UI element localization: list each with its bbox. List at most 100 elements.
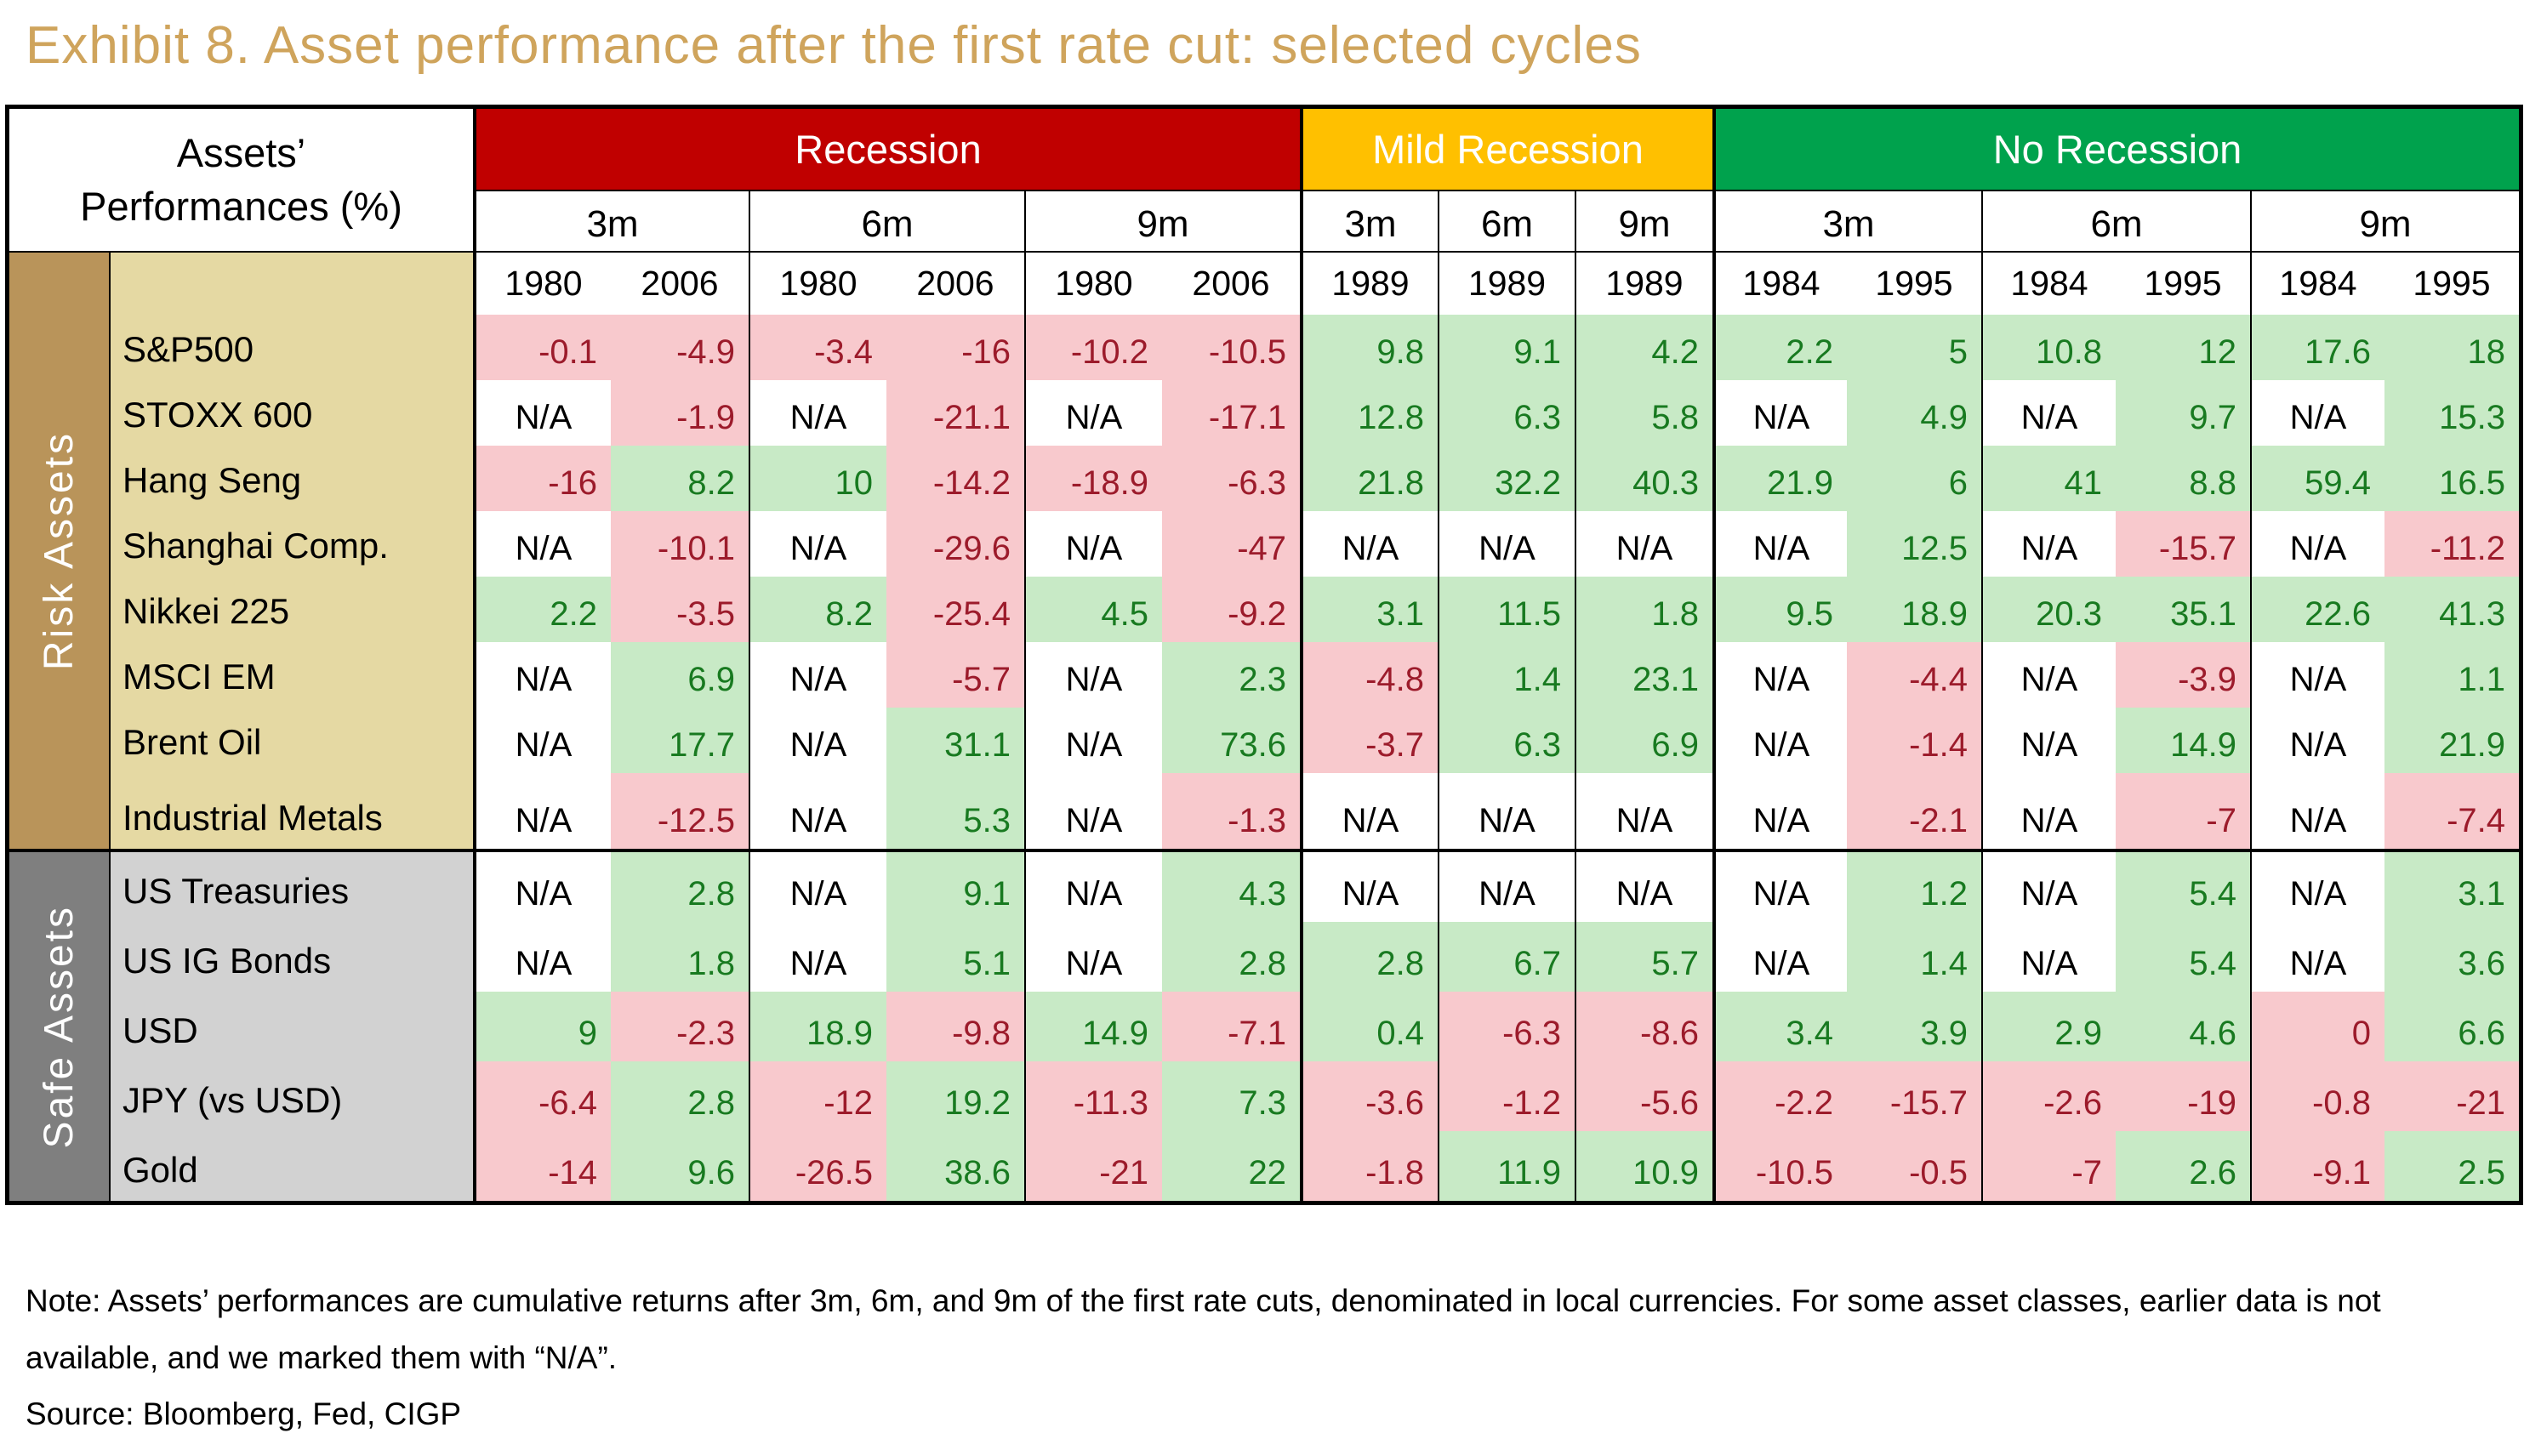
value-cell: 6.6 — [2384, 992, 2519, 1061]
value-cell: 4.9 — [1847, 380, 1981, 446]
value-cell: 18.9 — [749, 992, 886, 1061]
section-band-risk-assets: Risk Assets — [9, 253, 109, 852]
value-cell: -11.2 — [2384, 511, 2519, 577]
value-cell: 6.3 — [1438, 380, 1575, 446]
value-cell: 2.6 — [2116, 1131, 2250, 1201]
value-cell: 1.4 — [1847, 922, 1981, 992]
value-cell: -25.4 — [886, 577, 1024, 642]
value-cell: 9.7 — [2116, 380, 2250, 446]
value-cell: 41 — [1981, 446, 2116, 511]
period-header-recession-9m: 9m — [1024, 191, 1300, 253]
value-cell: 32.2 — [1438, 446, 1575, 511]
value-cell: N/A — [473, 773, 611, 852]
value-cell: N/A — [1712, 511, 1847, 577]
value-cell: 6.7 — [1438, 922, 1575, 992]
value-cell: 16.5 — [2384, 446, 2519, 511]
asset-label-industrial-metals: Industrial Metals — [109, 773, 473, 852]
value-cell: N/A — [1981, 511, 2116, 577]
value-cell: 5.7 — [1575, 922, 1712, 992]
value-cell: 1.2 — [1847, 852, 1981, 922]
value-cell: N/A — [749, 511, 886, 577]
year-header: 1980 — [473, 253, 611, 315]
value-cell: 12.8 — [1300, 380, 1438, 446]
value-cell: 4.5 — [1024, 577, 1162, 642]
value-cell: 38.6 — [886, 1131, 1024, 1201]
value-cell: -10.5 — [1712, 1131, 1847, 1201]
value-cell: 12 — [2116, 315, 2250, 380]
period-header-mild-recession-6m: 6m — [1438, 191, 1575, 253]
value-cell: 9 — [473, 992, 611, 1061]
value-cell: N/A — [749, 642, 886, 708]
value-cell: N/A — [1981, 642, 2116, 708]
value-cell: N/A — [1981, 922, 2116, 992]
value-cell: N/A — [1981, 852, 2116, 922]
value-cell: N/A — [473, 642, 611, 708]
value-cell: 4.6 — [2116, 992, 2250, 1061]
value-cell: -1.8 — [1300, 1131, 1438, 1201]
value-cell: -10.1 — [611, 511, 749, 577]
value-cell: -3.5 — [611, 577, 749, 642]
value-cell: N/A — [1024, 380, 1162, 446]
value-cell: -8.6 — [1575, 992, 1712, 1061]
value-cell: 20.3 — [1981, 577, 2116, 642]
value-cell: 21.8 — [1300, 446, 1438, 511]
value-cell: 22.6 — [2250, 577, 2384, 642]
value-cell: 18.9 — [1847, 577, 1981, 642]
value-cell: 5.4 — [2116, 852, 2250, 922]
value-cell: N/A — [2250, 708, 2384, 773]
value-cell: N/A — [2250, 380, 2384, 446]
value-cell: -9.2 — [1162, 577, 1300, 642]
value-cell: N/A — [749, 852, 886, 922]
value-cell: 9.1 — [886, 852, 1024, 922]
corner-label: Assets’ Performances (%) — [9, 109, 473, 253]
value-cell: 21.9 — [2384, 708, 2519, 773]
year-header: 1989 — [1575, 253, 1712, 315]
value-cell: -1.3 — [1162, 773, 1300, 852]
value-cell: 14.9 — [1024, 992, 1162, 1061]
value-cell: 9.1 — [1438, 315, 1575, 380]
year-header: 1989 — [1300, 253, 1438, 315]
year-header: 2006 — [611, 253, 749, 315]
asset-label-shanghai-comp: Shanghai Comp. — [109, 511, 473, 577]
corner-line-1: Assets’ — [176, 130, 306, 176]
value-cell: 59.4 — [2250, 446, 2384, 511]
value-cell: -1.9 — [611, 380, 749, 446]
value-cell: -6.3 — [1438, 992, 1575, 1061]
year-header: 2006 — [1162, 253, 1300, 315]
value-cell: N/A — [749, 708, 886, 773]
value-cell: -14.2 — [886, 446, 1024, 511]
value-cell: 2.9 — [1981, 992, 2116, 1061]
value-cell: N/A — [1024, 852, 1162, 922]
period-header-mild-recession-9m: 9m — [1575, 191, 1712, 253]
value-cell: -14 — [473, 1131, 611, 1201]
value-cell: 0.4 — [1300, 992, 1438, 1061]
value-cell: -18.9 — [1024, 446, 1162, 511]
asset-label-jpy-vs-usd: JPY (vs USD) — [109, 1061, 473, 1131]
value-cell: 31.1 — [886, 708, 1024, 773]
value-cell: 4.3 — [1162, 852, 1300, 922]
value-cell: 8.2 — [749, 577, 886, 642]
asset-label-gold: Gold — [109, 1131, 473, 1201]
value-cell: N/A — [2250, 642, 2384, 708]
value-cell: N/A — [749, 773, 886, 852]
value-cell: -16 — [886, 315, 1024, 380]
value-cell: 3.6 — [2384, 922, 2519, 992]
section-band-safe-assets: Safe Assets — [9, 852, 109, 1201]
asset-label-usd: USD — [109, 992, 473, 1061]
value-cell: -7.1 — [1162, 992, 1300, 1061]
value-cell: -29.6 — [886, 511, 1024, 577]
value-cell: N/A — [2250, 922, 2384, 992]
value-cell: 18 — [2384, 315, 2519, 380]
value-cell: -2.2 — [1712, 1061, 1847, 1131]
value-cell: 9.6 — [611, 1131, 749, 1201]
page-title: Exhibit 8. Asset performance after the f… — [26, 16, 1642, 75]
value-cell: -9.1 — [2250, 1131, 2384, 1201]
value-cell: 9.5 — [1712, 577, 1847, 642]
value-cell: 22 — [1162, 1131, 1300, 1201]
value-cell: 1.8 — [611, 922, 749, 992]
value-cell: 73.6 — [1162, 708, 1300, 773]
value-cell: 19.2 — [886, 1061, 1024, 1131]
value-cell: 10 — [749, 446, 886, 511]
group-header-mild-recession: Mild Recession — [1300, 109, 1712, 191]
value-cell: N/A — [1024, 511, 1162, 577]
